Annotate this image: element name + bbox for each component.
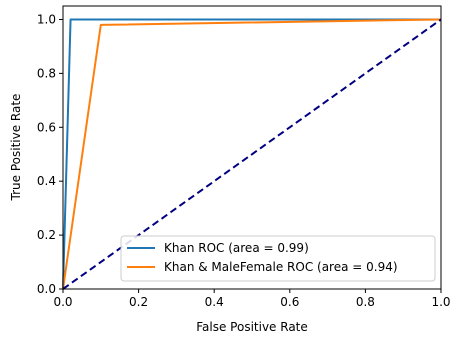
- plot-frame: [62, 5, 442, 290]
- y-tick-label: 0.6: [37, 120, 56, 134]
- legend-box: [120, 235, 436, 282]
- x-axis: 0.0 0.2 0.4 0.6 0.8 1.0: [53, 289, 451, 309]
- x-tick-label: 0.0: [53, 295, 72, 309]
- legend: Khan ROC (area = 0.99) Khan & MaleFemale …: [120, 235, 436, 282]
- x-tick-label: 0.6: [280, 295, 299, 309]
- y-tick-label: 0.8: [37, 66, 56, 80]
- x-tick-label: 0.2: [129, 295, 148, 309]
- y-axis-title: True Positive Rate: [9, 94, 23, 202]
- x-tick-label: 0.8: [356, 295, 375, 309]
- x-tick-label: 0.4: [205, 295, 224, 309]
- roc-line-1: [62, 18, 441, 290]
- y-axis: 0.0 0.2 0.4 0.6 0.8 1.0: [37, 12, 63, 296]
- roc-line-2: [62, 18, 442, 290]
- legend-label: Khan & MaleFemale ROC (area = 0.94): [164, 260, 398, 274]
- legend-label: Khan ROC (area = 0.99): [164, 241, 309, 255]
- y-tick-label: 0.2: [37, 228, 56, 242]
- y-tick-label: 0.4: [37, 174, 56, 188]
- y-tick-label: 1.0: [37, 12, 56, 26]
- y-tick-label: 0.0: [37, 282, 56, 296]
- x-axis-title: False Positive Rate: [196, 320, 308, 334]
- x-tick-label: 1.0: [431, 295, 450, 309]
